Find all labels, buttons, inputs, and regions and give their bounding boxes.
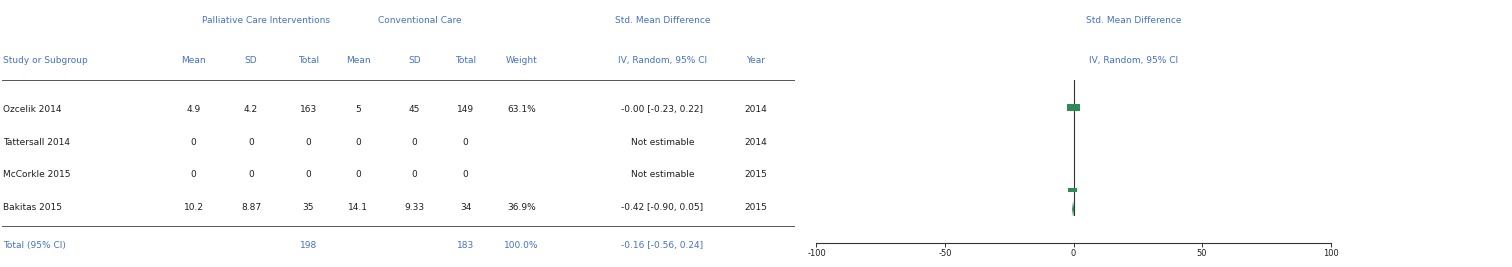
Text: 2014: 2014 <box>744 105 768 114</box>
Text: 36.9%: 36.9% <box>507 203 537 212</box>
Text: 2015: 2015 <box>744 170 768 179</box>
Text: -0.00 [-0.23, 0.22]: -0.00 [-0.23, 0.22] <box>621 105 703 114</box>
Text: 4.9: 4.9 <box>186 105 201 114</box>
Text: Study or Subgroup: Study or Subgroup <box>3 56 88 65</box>
Text: Total (95% CI): Total (95% CI) <box>3 241 67 250</box>
Text: 35: 35 <box>302 203 314 212</box>
Text: Bakitas 2015: Bakitas 2015 <box>3 203 62 212</box>
Text: Tattersall 2014: Tattersall 2014 <box>3 138 70 147</box>
Text: 149: 149 <box>457 105 475 114</box>
Text: McCorkle 2015: McCorkle 2015 <box>3 170 71 179</box>
Text: 2014: 2014 <box>744 138 768 147</box>
Text: 0: 0 <box>305 170 311 179</box>
Text: IV, Random, 95% CI: IV, Random, 95% CI <box>618 56 706 65</box>
Text: Std. Mean Difference: Std. Mean Difference <box>614 15 711 25</box>
Text: 2015: 2015 <box>744 203 768 212</box>
Text: 183: 183 <box>457 241 475 250</box>
Text: Mean: Mean <box>346 56 370 65</box>
Text: 63.1%: 63.1% <box>507 105 537 114</box>
Text: 0: 0 <box>463 170 469 179</box>
Text: Not estimable: Not estimable <box>631 170 694 179</box>
Text: 0: 0 <box>248 170 254 179</box>
Text: 0: 0 <box>411 138 417 147</box>
Bar <box>1069 188 1077 192</box>
Text: IV, Random, 95% CI: IV, Random, 95% CI <box>1090 56 1178 65</box>
Text: 0: 0 <box>355 170 361 179</box>
Text: -0.42 [-0.90, 0.05]: -0.42 [-0.90, 0.05] <box>621 203 703 212</box>
Text: 10.2: 10.2 <box>183 203 204 212</box>
Polygon shape <box>1072 201 1074 217</box>
Text: SD: SD <box>245 56 257 65</box>
Text: -0.16 [-0.56, 0.24]: -0.16 [-0.56, 0.24] <box>621 241 703 250</box>
Text: 0: 0 <box>305 138 311 147</box>
Text: Conventional Care: Conventional Care <box>378 15 461 25</box>
Bar <box>1067 104 1080 111</box>
Text: Total: Total <box>455 56 476 65</box>
Text: 45: 45 <box>408 105 420 114</box>
Text: 100.0%: 100.0% <box>505 241 538 250</box>
Text: 0: 0 <box>191 170 197 179</box>
Text: 0: 0 <box>411 170 417 179</box>
Text: Not estimable: Not estimable <box>631 138 694 147</box>
Text: 0: 0 <box>191 138 197 147</box>
Text: Total: Total <box>298 56 319 65</box>
Text: SD: SD <box>408 56 420 65</box>
Text: 198: 198 <box>299 241 318 250</box>
Text: 5: 5 <box>355 105 361 114</box>
Text: 8.87: 8.87 <box>240 203 262 212</box>
Text: Ozcelik 2014: Ozcelik 2014 <box>3 105 62 114</box>
Text: 0: 0 <box>355 138 361 147</box>
Text: Weight: Weight <box>507 56 537 65</box>
Text: 0: 0 <box>248 138 254 147</box>
Text: Year: Year <box>747 56 765 65</box>
Text: 14.1: 14.1 <box>348 203 369 212</box>
Text: Palliative Care Interventions: Palliative Care Interventions <box>203 15 330 25</box>
Text: Std. Mean Difference: Std. Mean Difference <box>1086 15 1182 25</box>
Text: 163: 163 <box>299 105 318 114</box>
Text: 0: 0 <box>463 138 469 147</box>
Text: 34: 34 <box>460 203 472 212</box>
Text: 9.33: 9.33 <box>404 203 425 212</box>
Text: 4.2: 4.2 <box>243 105 259 114</box>
Text: Mean: Mean <box>181 56 206 65</box>
